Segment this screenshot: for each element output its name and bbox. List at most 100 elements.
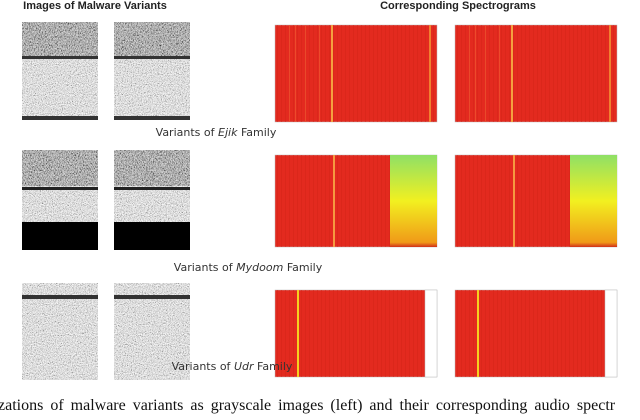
spectrogram-texture: [537, 155, 538, 247]
spectrogram-texture: [281, 25, 282, 122]
spectrogram-texture: [353, 290, 354, 377]
spectrogram-texture: [481, 155, 482, 247]
image-line: [114, 187, 190, 190]
spectrogram-texture: [381, 25, 382, 122]
spectrogram-texture: [549, 155, 550, 247]
spectrogram-texture: [369, 290, 370, 377]
spectrogram-texture: [533, 290, 534, 377]
spectrogram-texture: [341, 155, 342, 247]
spectrogram-texture: [549, 290, 550, 377]
spectrogram-texture: [353, 155, 354, 247]
spectrogram-texture: [593, 25, 594, 122]
spectrogram-texture: [301, 290, 302, 377]
spectrogram-texture: [537, 25, 538, 122]
spectrogram-texture: [289, 290, 290, 377]
spectrogram-texture: [353, 25, 354, 122]
spectrogram-blank: [604, 289, 618, 378]
spectrogram-texture: [425, 25, 426, 122]
spectrogram-texture: [489, 155, 490, 247]
spectrogram-texture: [433, 25, 434, 122]
spectrogram-texture: [373, 155, 374, 247]
spectrogram-texture: [517, 290, 518, 377]
panels: [22, 22, 618, 380]
spectrogram-texture: [277, 290, 278, 377]
spectrogram-texture: [337, 155, 338, 247]
spectrogram-texture: [601, 25, 602, 122]
spectrogram-texture: [521, 290, 522, 377]
spectrogram-texture: [577, 290, 578, 377]
spectrogram-texture: [541, 25, 542, 122]
spectrogram-texture: [309, 25, 310, 122]
spectrogram-texture: [397, 25, 398, 122]
suffix: Family: [240, 126, 277, 139]
spectrogram-texture: [321, 25, 322, 122]
spectrogram-texture: [589, 290, 590, 377]
spectrogram-texture: [313, 25, 314, 122]
spectrogram-texture: [365, 155, 366, 247]
spectrogram-texture: [397, 290, 398, 377]
spectrogram-texture: [605, 25, 606, 122]
spectrogram-texture: [405, 290, 406, 377]
spectrogram-texture: [565, 155, 566, 247]
spectrogram-texture: [357, 25, 358, 122]
grayscale-image: [22, 283, 98, 380]
spectrogram-texture: [513, 25, 514, 122]
spectrogram-texture: [597, 25, 598, 122]
spectrogram-texture: [277, 155, 278, 247]
spectrogram-texture: [545, 290, 546, 377]
spectrogram-texture: [297, 155, 298, 247]
spectrogram-texture: [325, 155, 326, 247]
spectrogram-texture: [473, 25, 474, 122]
family-label: Variants of Ejik Family: [156, 126, 277, 139]
spectrogram-line: [485, 25, 486, 122]
spectrogram-line: [499, 25, 500, 122]
spectrogram-texture: [565, 25, 566, 122]
spectrogram-texture: [517, 155, 518, 247]
spectrogram-texture: [357, 155, 358, 247]
spectrogram-texture: [333, 25, 334, 122]
spectrogram-texture: [349, 25, 350, 122]
grayscale-image: [114, 283, 190, 380]
spectrogram-texture: [361, 155, 362, 247]
spectrogram-texture: [293, 155, 294, 247]
spectrogram-line: [469, 25, 470, 122]
spectrogram-texture: [413, 290, 414, 377]
spectrogram-texture: [405, 25, 406, 122]
spectrogram-texture: [325, 25, 326, 122]
right-header: Corresponding Spectrograms: [380, 0, 536, 12]
spectrogram-texture: [277, 25, 278, 122]
spectrogram-texture: [585, 25, 586, 122]
image-band: [22, 22, 98, 58]
spectrogram-texture: [389, 155, 390, 247]
spectrogram-texture: [469, 155, 470, 247]
spectrogram-texture: [325, 290, 326, 377]
spectrogram-texture: [461, 25, 462, 122]
spectrogram-texture: [281, 155, 282, 247]
spectrogram-texture: [529, 155, 530, 247]
spectrogram-texture: [361, 25, 362, 122]
spectrogram-texture: [561, 25, 562, 122]
spectrogram-texture: [561, 290, 562, 377]
spectrogram-texture: [361, 290, 362, 377]
spectrogram-texture: [593, 290, 594, 377]
spectrogram-texture: [349, 290, 350, 377]
spectrogram-texture: [389, 25, 390, 122]
spectrogram-texture: [409, 25, 410, 122]
spectrogram-texture: [569, 25, 570, 122]
spectrogram-texture: [317, 290, 318, 377]
spectrogram-texture: [401, 25, 402, 122]
prefix: Variants of: [171, 360, 231, 373]
spectrogram-texture: [501, 290, 502, 377]
spectrogram-texture: [497, 290, 498, 377]
spectrogram-texture: [545, 25, 546, 122]
spectrogram-texture: [545, 155, 546, 247]
spectrogram-texture: [321, 155, 322, 247]
spectrogram-texture: [465, 25, 466, 122]
spectrogram-line: [477, 290, 479, 377]
family-name: Udr: [233, 360, 254, 373]
spectrogram-texture: [585, 290, 586, 377]
family-name: Ejik: [218, 126, 238, 139]
image-line: [114, 116, 190, 120]
